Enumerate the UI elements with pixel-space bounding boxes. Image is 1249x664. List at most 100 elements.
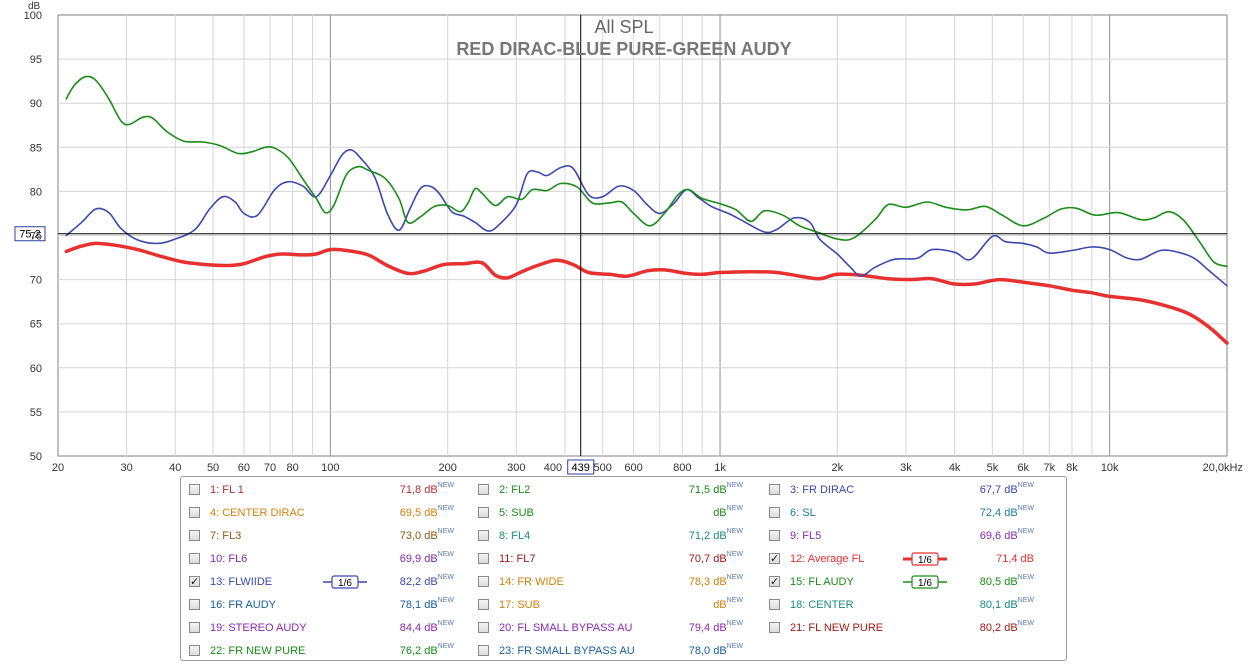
- x-tick-label: 1k: [714, 462, 726, 474]
- legend-label: 18: CENTER: [790, 599, 854, 611]
- legend-item[interactable]: 20: FL SMALL BYPASS AU 79,4 dBNEW: [478, 619, 763, 637]
- legend-checkbox[interactable]: [189, 622, 200, 633]
- legend-value: 72,4 dBNEW: [959, 504, 1034, 522]
- y-tick-label: 60: [30, 363, 42, 375]
- legend-item[interactable]: 21: FL NEW PURE 80,2 dBNEW: [769, 619, 1054, 637]
- legend-label: 13: FLWIIDE: [210, 576, 273, 588]
- legend-item[interactable]: 16: FR AUDY 78,1 dBNEW: [189, 596, 474, 614]
- smoothing-indicator[interactable]: 1/6: [903, 575, 947, 589]
- legend-checkbox[interactable]: [189, 484, 200, 495]
- legend-checkbox[interactable]: [189, 553, 200, 564]
- legend-item[interactable]: 22: FR NEW PURE 76,2 dBNEW: [189, 642, 474, 660]
- legend-item[interactable]: ✓ 13: FLWIIDE 1/6 82,2 dBNEW: [189, 573, 474, 591]
- spl-chart[interactable]: 75,2 439 All SPL RED DIRAC-BLUE PURE-GREE…: [0, 0, 1249, 478]
- x-tick-label: 400: [544, 462, 562, 474]
- legend-value-text: 71,8 dB: [399, 484, 438, 496]
- smoothing-indicator[interactable]: 1/6: [903, 552, 947, 566]
- legend-value: 71,8 dBNEW: [379, 481, 454, 499]
- legend-value-badge: NEW: [726, 551, 743, 558]
- legend-value-badge: NEW: [1017, 597, 1034, 604]
- legend-label: 2: FL2: [499, 484, 531, 496]
- legend-checkbox[interactable]: [478, 599, 489, 610]
- legend-value-text: 78,3 dB: [688, 576, 727, 588]
- y-axis-unit: dB: [28, 1, 41, 12]
- x-tick-label: 3k: [900, 462, 912, 474]
- legend-item[interactable]: 23: FR SMALL BYPASS AU 78,0 dBNEW: [478, 642, 763, 660]
- legend-checkbox[interactable]: [478, 484, 489, 495]
- series-layer: [64, 75, 1229, 345]
- legend-item[interactable]: 18: CENTER 80,1 dBNEW: [769, 596, 1054, 614]
- x-tick-label: 20: [52, 462, 64, 474]
- legend-value: dBNEW: [668, 596, 743, 614]
- legend-value-badge: NEW: [437, 505, 454, 512]
- legend-checkbox[interactable]: ✓: [769, 575, 780, 588]
- legend-value-badge: NEW: [437, 528, 454, 535]
- legend-checkbox[interactable]: [189, 645, 200, 656]
- x-tick-label: 8k: [1066, 462, 1078, 474]
- legend-value-text: 69,6 dB: [979, 530, 1018, 542]
- legend-checkbox[interactable]: [478, 645, 489, 656]
- legend-value: dBNEW: [668, 504, 743, 522]
- cursor-x-box: [567, 459, 595, 475]
- legend-value-text: 71,2 dB: [688, 530, 727, 542]
- legend-item[interactable]: 14: FR WIDE 78,3 dBNEW: [478, 573, 763, 591]
- legend-checkbox[interactable]: [769, 484, 780, 495]
- legend-item[interactable]: 7: FL3 73,0 dBNEW: [189, 527, 474, 545]
- legend-label: 11: FL7: [499, 553, 536, 565]
- legend-value-badge: NEW: [437, 551, 454, 558]
- axis-labels: All SPL RED DIRAC-BLUE PURE-GREEN AUDY d…: [24, 1, 1243, 474]
- legend-value-badge: NEW: [1017, 505, 1034, 512]
- legend-label: 22: FR NEW PURE: [210, 645, 306, 657]
- smoothing-box: [911, 575, 939, 589]
- legend-label: 20: FL SMALL BYPASS AU: [499, 622, 633, 634]
- legend-item[interactable]: 9: FL5 69,6 dBNEW: [769, 527, 1054, 545]
- legend-checkbox[interactable]: ✓: [769, 552, 780, 565]
- legend-checkbox[interactable]: [478, 553, 489, 564]
- legend-value-text: 80,1 dB: [979, 599, 1018, 611]
- smoothing-indicator[interactable]: 1/6: [323, 575, 367, 589]
- legend-checkbox[interactable]: [478, 576, 489, 587]
- legend-label: 1: FL 1: [210, 484, 244, 496]
- legend-panel: 1: FL 1 71,8 dBNEW 2: FL2 71,5 dBNEW 3: FR D…: [180, 476, 1067, 661]
- legend-value-badge: NEW: [437, 482, 454, 489]
- legend-item[interactable]: 2: FL2 71,5 dBNEW: [478, 481, 763, 499]
- legend-item[interactable]: ✓ 15: FL AUDY 1/6 80,5 dBNEW: [769, 573, 1054, 591]
- legend-value: 70,7 dBNEW: [668, 550, 743, 568]
- legend-value: 78,1 dBNEW: [379, 596, 454, 614]
- legend-item[interactable]: ✓ 12: Average FL 1/6 71,4 dB: [769, 550, 1054, 568]
- legend-item[interactable]: 11: FL7 70,7 dBNEW: [478, 550, 763, 568]
- legend-label: 15: FL AUDY: [790, 576, 854, 588]
- legend-item[interactable]: 5: SUB dBNEW: [478, 504, 763, 522]
- chart-subtitle: RED DIRAC-BLUE PURE-GREEN AUDY: [456, 39, 791, 59]
- legend-checkbox[interactable]: [478, 530, 489, 541]
- cursor-y-box: [14, 226, 46, 242]
- legend-checkbox[interactable]: ✓: [189, 575, 200, 588]
- legend-checkbox[interactable]: [478, 622, 489, 633]
- legend-value: 78,3 dBNEW: [668, 573, 743, 591]
- legend-value-text: dB: [713, 507, 727, 519]
- legend-checkbox[interactable]: [769, 507, 780, 518]
- legend-item[interactable]: 4: CENTER DIRAC 69,5 dBNEW: [189, 504, 474, 522]
- legend-item[interactable]: 6: SL 72,4 dBNEW: [769, 504, 1054, 522]
- legend-checkbox[interactable]: [189, 507, 200, 518]
- legend-checkbox[interactable]: [478, 507, 489, 518]
- series-line-1: [64, 241, 1229, 345]
- x-tick-label: 60: [238, 462, 250, 474]
- legend-item[interactable]: 1: FL 1 71,8 dBNEW: [189, 481, 474, 499]
- legend-value: 79,4 dBNEW: [668, 619, 743, 637]
- legend-item[interactable]: 19: STEREO AUDY 84,4 dBNEW: [189, 619, 474, 637]
- legend-checkbox[interactable]: [769, 530, 780, 541]
- legend-checkbox[interactable]: [189, 599, 200, 610]
- legend-item[interactable]: 17: SUB dBNEW: [478, 596, 763, 614]
- legend-value-text: dB: [713, 599, 727, 611]
- x-tick-label: 800: [673, 462, 691, 474]
- legend-item[interactable]: 8: FL4 71,2 dBNEW: [478, 527, 763, 545]
- legend-checkbox[interactable]: [189, 530, 200, 541]
- series-line-3: [65, 75, 1228, 268]
- legend-value-text: 72,4 dB: [979, 507, 1018, 519]
- legend-item[interactable]: 3: FR DIRAC 67,7 dBNEW: [769, 481, 1054, 499]
- legend-checkbox[interactable]: [769, 622, 780, 633]
- legend-label: 5: SUB: [499, 507, 534, 519]
- legend-checkbox[interactable]: [769, 599, 780, 610]
- legend-item[interactable]: 10: FL6 69,9 dBNEW: [189, 550, 474, 568]
